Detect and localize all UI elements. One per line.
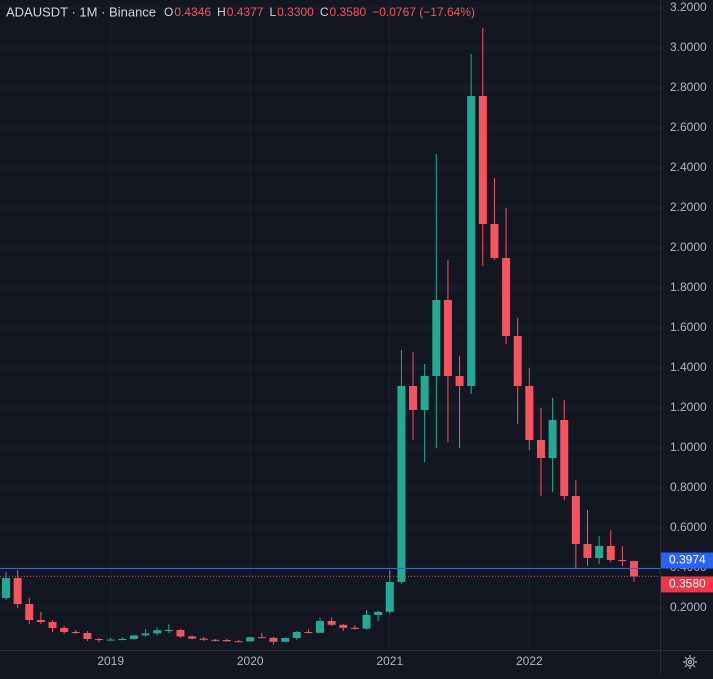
- candle-body: [269, 637, 278, 642]
- candle-body: [83, 633, 92, 639]
- ohlc-value: 0.4346: [174, 5, 211, 19]
- candle-body: [385, 582, 394, 612]
- candle-body: [95, 639, 104, 640]
- y-tick-label: 2.2000: [670, 200, 707, 214]
- plot: [0, 0, 660, 650]
- ohlc-label: H: [217, 5, 226, 19]
- candle-body: [420, 376, 429, 410]
- candle-body: [2, 578, 10, 598]
- candle-body: [490, 224, 499, 258]
- x-tick-label: 2019: [97, 654, 124, 668]
- candle-body: [129, 635, 138, 639]
- y-tick-label: 1.0000: [670, 440, 707, 454]
- candle-body: [455, 376, 464, 386]
- candle-body: [234, 641, 243, 643]
- candle-body: [595, 546, 604, 558]
- ohlc-value: 0.4377: [227, 5, 264, 19]
- candle-body: [141, 633, 150, 636]
- candle-body: [606, 546, 615, 560]
- candle-body: [60, 628, 69, 632]
- ohlc-value: 0.3580: [330, 5, 367, 19]
- change: −0.0767 (−17.64%): [372, 5, 475, 19]
- candle-body: [153, 630, 162, 634]
- y-tick-label: 1.8000: [670, 280, 707, 294]
- y-tick-label: 1.2000: [670, 400, 707, 414]
- candle-body: [246, 637, 255, 642]
- candle-body: [222, 640, 231, 642]
- candle-body: [409, 386, 418, 410]
- candle-body: [618, 560, 627, 562]
- y-tick-label: 3.0000: [670, 40, 707, 54]
- price-label-bg: [661, 576, 713, 593]
- candle-body: [199, 638, 208, 640]
- candle-body: [513, 336, 522, 386]
- y-tick-label: 2.0000: [670, 240, 707, 254]
- y-tick-label: 3.2000: [670, 0, 707, 14]
- y-tick-label: 0.6000: [670, 520, 707, 534]
- candle-body: [397, 386, 406, 582]
- candle-body: [548, 420, 557, 458]
- x-tick-label: 2021: [376, 654, 403, 668]
- ohlc-label: C: [320, 5, 329, 19]
- candle-body: [25, 604, 34, 620]
- candle-body: [316, 621, 324, 633]
- candle-body: [257, 637, 266, 639]
- y-tick-label: 0.2000: [670, 600, 707, 614]
- price-label-bg: [661, 552, 713, 569]
- ohlc-value: 0.3300: [277, 5, 314, 19]
- candle-body: [350, 627, 359, 629]
- candle-body: [36, 620, 45, 622]
- y-tick-label: 2.8000: [670, 80, 707, 94]
- candle-body: [583, 544, 592, 558]
- price-label: 0.3974: [669, 553, 706, 567]
- x-tick-label: 2022: [516, 654, 543, 668]
- price-label: 0.3580: [669, 577, 706, 591]
- candle-body: [176, 630, 185, 637]
- candle-body: [292, 632, 301, 638]
- candle-body: [304, 632, 313, 633]
- y-tick-label: 1.4000: [670, 360, 707, 374]
- candle-body: [374, 611, 383, 615]
- y-tick-label: 2.6000: [670, 120, 707, 134]
- ohlc-label: L: [269, 5, 276, 19]
- ohlc-label: O: [164, 5, 173, 19]
- candle-body: [560, 420, 569, 496]
- y-tick-label: 0.8000: [670, 480, 707, 494]
- y-tick-label: 2.4000: [670, 160, 707, 174]
- candle-body: [536, 440, 545, 458]
- candle-body: [118, 639, 127, 640]
- candle-body: [339, 624, 348, 628]
- candle-body: [164, 630, 173, 631]
- candle-body: [571, 496, 580, 544]
- candle-body: [281, 638, 290, 642]
- candle-body: [327, 621, 336, 625]
- settings-icon[interactable]: [683, 655, 697, 669]
- x-tick-label: 2020: [237, 654, 264, 668]
- candle-body: [502, 258, 511, 336]
- y-tick-label: 1.6000: [670, 320, 707, 334]
- candle-body: [432, 300, 441, 376]
- candle-body: [478, 96, 487, 224]
- candle-body: [188, 636, 197, 639]
- candle-body: [71, 632, 80, 633]
- legend: ADAUSDT · 1M · Binance O 0.4346 H 0.4377 L 0.…: [6, 4, 475, 19]
- candle-body: [362, 615, 371, 629]
- candle-body: [13, 578, 22, 604]
- candle-body: [211, 639, 220, 641]
- candle-body: [443, 300, 452, 376]
- candle-body: [467, 96, 476, 386]
- symbol: ADAUSDT · 1M · Binance: [6, 4, 156, 19]
- candle-body: [525, 386, 534, 440]
- candle-body: [106, 639, 115, 641]
- candle-body: [48, 622, 57, 628]
